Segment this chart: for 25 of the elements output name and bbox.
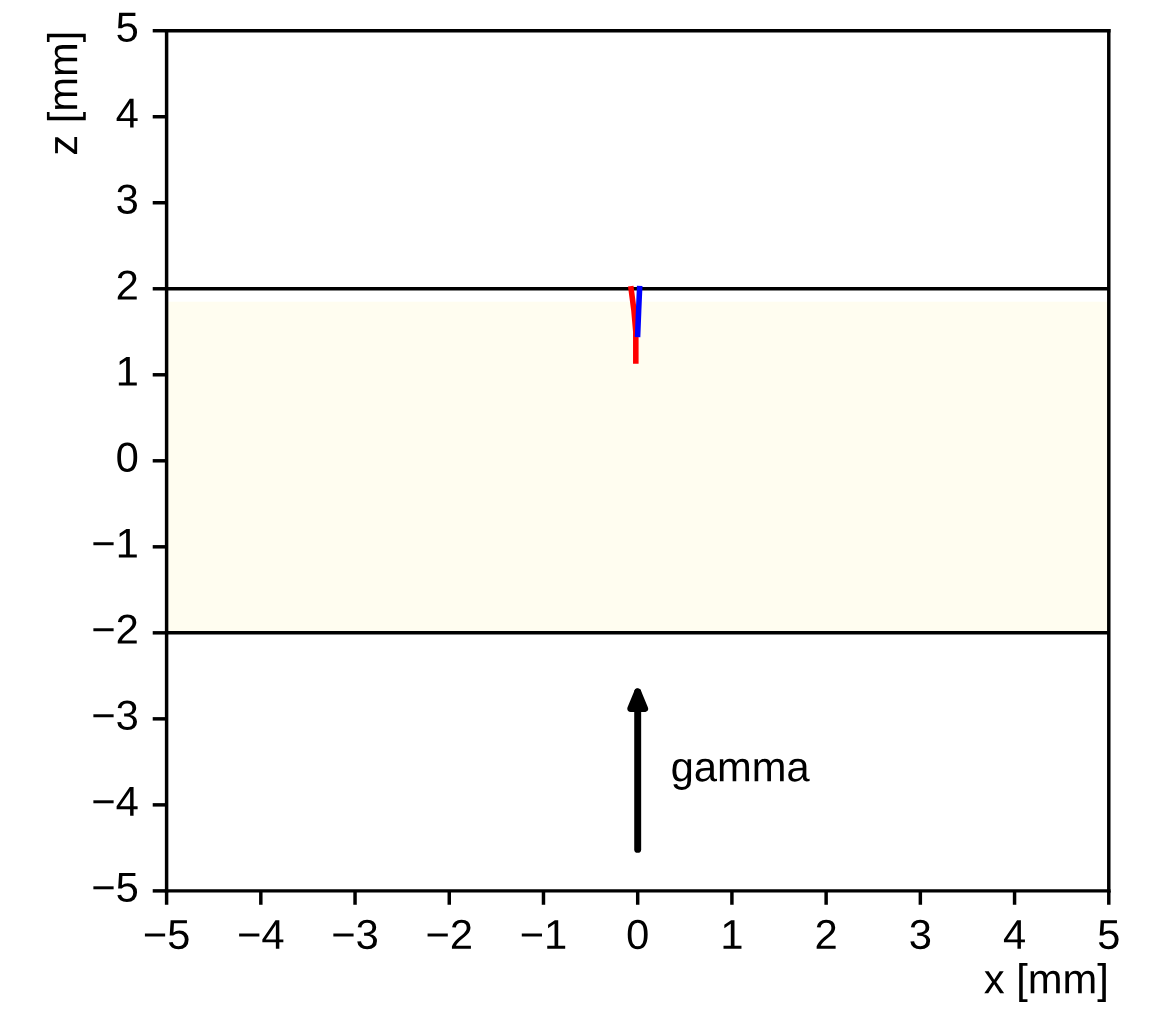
y-tick-label: −5 [93,872,138,903]
x-axis-title: x [mm] [984,963,1106,1002]
y-tick-label: −2 [93,614,137,644]
x-tick-label: 5 [1098,920,1119,950]
y-tick-label: 3 [117,184,137,214]
x-tick-label: 2 [816,919,836,949]
y-tick-label: −1 [93,528,137,558]
y-tick-label: 4 [116,98,138,128]
y-tick-label: −4 [93,786,138,816]
y-tick-label: 5 [117,12,138,42]
y-tick-label: −3 [93,700,137,731]
y-tick-label: 2 [117,270,137,300]
x-tick-label: −5 [144,920,189,950]
x-tick-label: 3 [910,919,931,950]
x-tick-label: 0 [627,919,648,950]
x-tick-label: −2 [427,919,471,949]
x-tick-label: 1 [723,920,742,949]
y-tick-label: 0 [117,442,138,472]
y-tick-label: 1 [118,356,137,386]
x-tick-label: −4 [239,920,284,949]
x-tick-label: 4 [1003,920,1025,949]
x-tick-label: −3 [333,919,377,950]
x-tick-label: −1 [521,920,566,949]
y-axis-title: z [mm] [46,33,86,155]
annotation: gamma [672,758,810,790]
